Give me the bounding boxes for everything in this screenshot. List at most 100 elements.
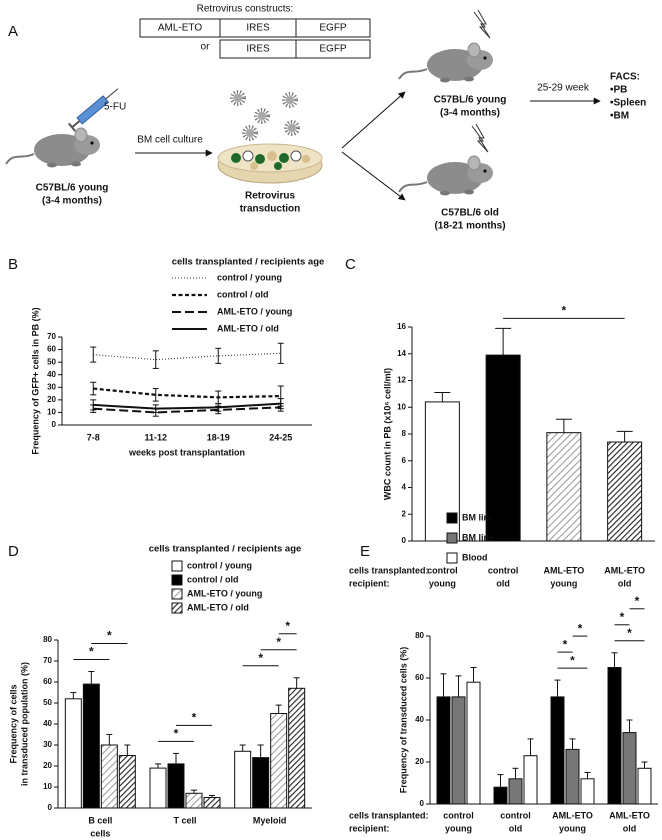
arrow [341,91,406,149]
y-tick-label: 0 [48,803,53,812]
x-tick-label: young [559,823,586,833]
donor-label: (3-4 months) [42,196,102,207]
syringe [68,88,119,132]
y-tick-label: 70 [43,656,52,665]
bar [607,441,643,542]
y-tick-label: 8 [402,429,407,438]
x-tick-label: young [429,578,456,588]
y-tick-label: 40 [47,370,56,379]
construct-part: AML-ETO [158,23,202,34]
x-tick-label: young [550,578,577,588]
x-tick-label: old [623,823,637,833]
bar [493,786,508,805]
panel-label: D [8,543,19,560]
recipient-label: (3-4 months) [440,108,500,119]
bar [546,432,582,542]
bar [203,797,221,809]
facs-label: FACS: [610,72,640,83]
y-tick-label: 40 [415,715,424,724]
panel-a: A Retrovirus constructs: AML-ETO IRES EG… [5,4,646,232]
y-tick-label: 12 [397,376,406,385]
row-label: recipient: [349,578,390,588]
legend-label: control / young [187,560,252,570]
bar [523,755,538,805]
culture-dish [217,143,323,184]
virus [242,125,258,141]
construct-part: EGFP [319,44,347,55]
x-tick-label: control [443,810,474,820]
bar [580,778,595,805]
x-tick-label: cells [90,828,110,838]
bar [64,698,82,809]
bar [550,696,565,805]
bar [252,757,270,809]
legend-swatch [446,552,458,564]
significance-label: * [635,594,640,608]
bar [637,767,652,805]
y-tick-label: 4 [402,483,407,492]
bar [466,681,481,805]
bar [288,687,306,809]
line [93,406,281,414]
significance-label: * [627,626,632,640]
irradiation [473,9,491,39]
bar [565,748,580,805]
construct-box [139,18,371,38]
x-tick-label: AML-ETO [609,810,650,820]
x-tick-label: 7-8 [87,432,100,442]
line [93,352,281,361]
bar [185,792,203,809]
culture-label: BM cell culture [137,135,203,146]
donor-mouse [5,127,101,169]
legend-label: AML-ETO / young [217,306,292,316]
significance-label: * [174,727,179,741]
significance-label: * [620,610,625,624]
construct-part: IRES [246,44,270,55]
panel-label: A [8,23,18,40]
y-tick-label: 20 [415,757,424,766]
y-tick-label: 0 [402,536,407,545]
y-tick-label: 10 [397,402,406,411]
x-tick-label: B cell [88,815,112,825]
recipient-label: C57BL/6 young [434,95,507,106]
y-tick-label: 6 [402,456,407,465]
y-tick-label: 30 [43,740,52,749]
irradiation [471,123,489,153]
transduction-label: Retrovirus [245,191,295,202]
y-axis-label: Frequency of transduced cells (%) [398,647,408,794]
bar [607,667,622,805]
y-tick-label: 30 [47,382,56,391]
legend-label: AML-ETO / old [217,323,279,333]
facs-item: •PB [610,85,627,96]
significance-label: * [276,635,281,649]
significance-label: * [89,645,94,659]
recipient-mouse [398,155,494,197]
construct-part: IRES [246,23,270,34]
recipient-mouse [398,42,494,84]
bar [118,755,136,809]
virus [284,120,300,136]
line [93,402,281,410]
significance-label: * [107,629,112,643]
y-tick-label: 0 [420,799,425,808]
legend-title: cells transplanted / recipients age [149,544,302,555]
legend-label: Blood [462,552,488,562]
x-tick-label: young [445,823,472,833]
y-tick-label: 50 [47,357,56,366]
legend-label: control / old [187,574,239,584]
x-tick-label: AML-ETO [604,565,645,575]
x-tick-label: control [500,810,531,820]
legend-label: BM lin- [462,512,492,522]
bar [270,713,288,809]
significance-label: * [192,711,197,725]
x-tick-label: old [509,823,523,833]
x-tick-label: 24-25 [269,432,292,442]
bar [436,696,451,805]
panel-label: C [345,256,356,273]
recipient-label: (18-21 months) [434,221,505,232]
x-tick-label: control [427,565,458,575]
constructs-title: Retrovirus constructs: [197,4,294,15]
x-tick-label: AML-ETO [552,810,593,820]
drug-label: 5-FU [104,102,126,113]
